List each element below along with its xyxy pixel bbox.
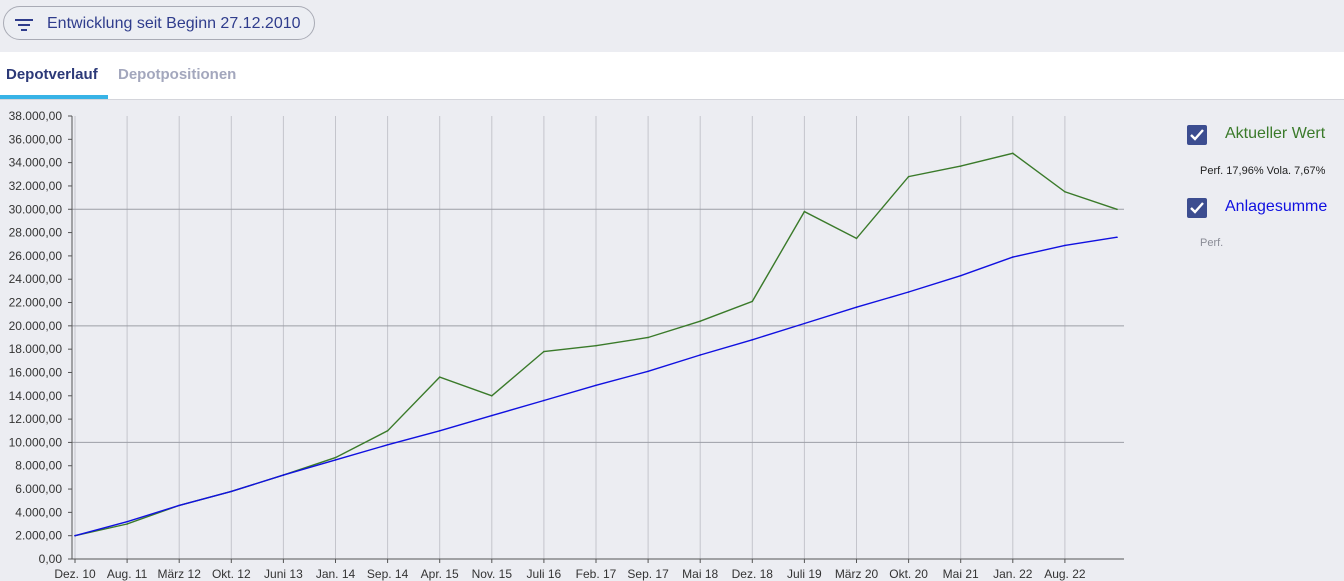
data-point	[855, 306, 858, 308]
tab-bar: Depotverlauf Depotpositionen	[0, 52, 1344, 100]
data-point	[1064, 190, 1066, 193]
y-tick-label: 36.000,00	[9, 132, 63, 146]
x-tick-label: Aug. 22	[1044, 567, 1086, 581]
data-point	[595, 344, 597, 347]
x-tick-label: Jan. 14	[316, 567, 356, 581]
tab-depotverlauf[interactable]: Depotverlauf	[6, 66, 98, 83]
data-point	[647, 336, 649, 339]
y-tick-label: 32.000,00	[9, 179, 63, 193]
data-point	[699, 320, 701, 322]
data-point	[126, 523, 128, 525]
data-point	[491, 414, 493, 417]
legend-perf-anlagesumme: Perf.	[1200, 237, 1224, 249]
data-point	[959, 165, 962, 167]
y-tick-label: 14.000,00	[9, 389, 63, 403]
filter-bar: Entwicklung seit Beginn 27.12.2010	[0, 0, 1344, 52]
data-point	[1116, 208, 1118, 211]
x-tick-label: Jan. 22	[993, 567, 1033, 581]
data-point	[1012, 256, 1014, 258]
data-point	[230, 490, 233, 493]
data-point	[386, 429, 389, 432]
data-point	[438, 429, 441, 432]
y-tick-label: 8.000,00	[15, 459, 62, 473]
data-point	[855, 237, 858, 240]
data-point	[803, 322, 806, 325]
data-point	[595, 384, 597, 387]
data-point	[647, 370, 649, 373]
data-point	[178, 504, 180, 507]
depot-chart: Dez. 10 Aug. 11 März 12 Okt. 12 Juni 13 Jan. …	[9, 109, 1124, 581]
y-tick-label: 18.000,00	[9, 342, 63, 356]
checkbox-checked-icon[interactable]	[1187, 125, 1207, 145]
data-point	[438, 376, 441, 378]
y-tick-label: 28.000,00	[9, 226, 63, 240]
y-tick-label: 24.000,00	[9, 272, 63, 286]
data-point	[1064, 244, 1066, 247]
data-point	[751, 339, 754, 341]
data-point	[491, 394, 493, 397]
data-point	[334, 456, 337, 459]
tab-depotpositionen[interactable]: Depotpositionen	[118, 66, 237, 83]
x-tick-label: Aug. 11	[107, 567, 148, 581]
filter-label: Entwicklung seit Beginn 27.12.2010	[47, 15, 301, 32]
x-tick-label: Sep. 14	[367, 567, 409, 581]
x-tick-label: Mai 21	[943, 567, 979, 581]
data-point	[282, 474, 285, 476]
filter-button[interactable]: Entwicklung seit Beginn 27.12.2010	[3, 6, 315, 40]
checkbox-checked-icon[interactable]	[1187, 198, 1207, 218]
x-tick-label: Sep. 17	[627, 567, 669, 581]
data-point	[959, 274, 962, 277]
y-tick-label: 2.000,00	[15, 529, 62, 543]
data-point	[751, 300, 754, 303]
data-point	[699, 354, 701, 356]
x-tick-label: Juli 19	[787, 567, 822, 581]
data-point	[907, 175, 910, 178]
y-tick-label: 16.000,00	[9, 365, 63, 379]
legend-label: Aktueller Wert	[1225, 125, 1326, 142]
y-tick-label: 12.000,00	[9, 412, 63, 426]
x-tick-label: Okt. 20	[889, 567, 928, 581]
data-point	[1116, 236, 1118, 239]
y-tick-label: 0,00	[39, 552, 63, 566]
x-tick-label: Apr. 15	[421, 567, 459, 581]
x-tick-label: Nov. 15	[472, 567, 513, 581]
filter-icon	[15, 19, 33, 31]
x-tick-label: Dez. 18	[732, 567, 774, 581]
data-point	[386, 443, 389, 446]
data-point	[543, 350, 545, 353]
data-point	[543, 399, 545, 402]
data-point	[803, 210, 806, 213]
data-point	[126, 520, 128, 523]
data-point	[334, 459, 337, 461]
y-tick-label: 38.000,00	[9, 109, 63, 123]
x-tick-label: Juli 16	[527, 567, 562, 581]
active-tab-indicator	[0, 95, 108, 99]
y-tick-label: 22.000,00	[9, 296, 63, 310]
x-tick-label: Okt. 12	[212, 567, 251, 581]
y-tick-label: 4.000,00	[15, 505, 62, 519]
y-tick-label: 6.000,00	[15, 482, 62, 496]
y-tick-label: 34.000,00	[9, 156, 63, 170]
data-point	[907, 291, 910, 293]
legend-perf-aktueller-wert: Perf. 17,96% Vola. 7,67%	[1200, 165, 1326, 177]
x-tick-label: Feb. 17	[576, 567, 617, 581]
x-tick-label: März 12	[158, 567, 202, 581]
x-tick-label: März 20	[835, 567, 879, 581]
x-tick-label: Juni 13	[264, 567, 303, 581]
x-tick-label: Dez. 10	[54, 567, 96, 581]
y-tick-label: 20.000,00	[9, 319, 63, 333]
y-tick-label: 10.000,00	[9, 435, 63, 449]
x-tick-label: Mai 18	[682, 567, 718, 581]
data-point	[1012, 152, 1014, 155]
y-tick-label: 30.000,00	[9, 202, 63, 216]
legend-label: Anlagesumme	[1225, 198, 1328, 215]
y-tick-label: 26.000,00	[9, 249, 63, 263]
data-point	[74, 534, 76, 537]
